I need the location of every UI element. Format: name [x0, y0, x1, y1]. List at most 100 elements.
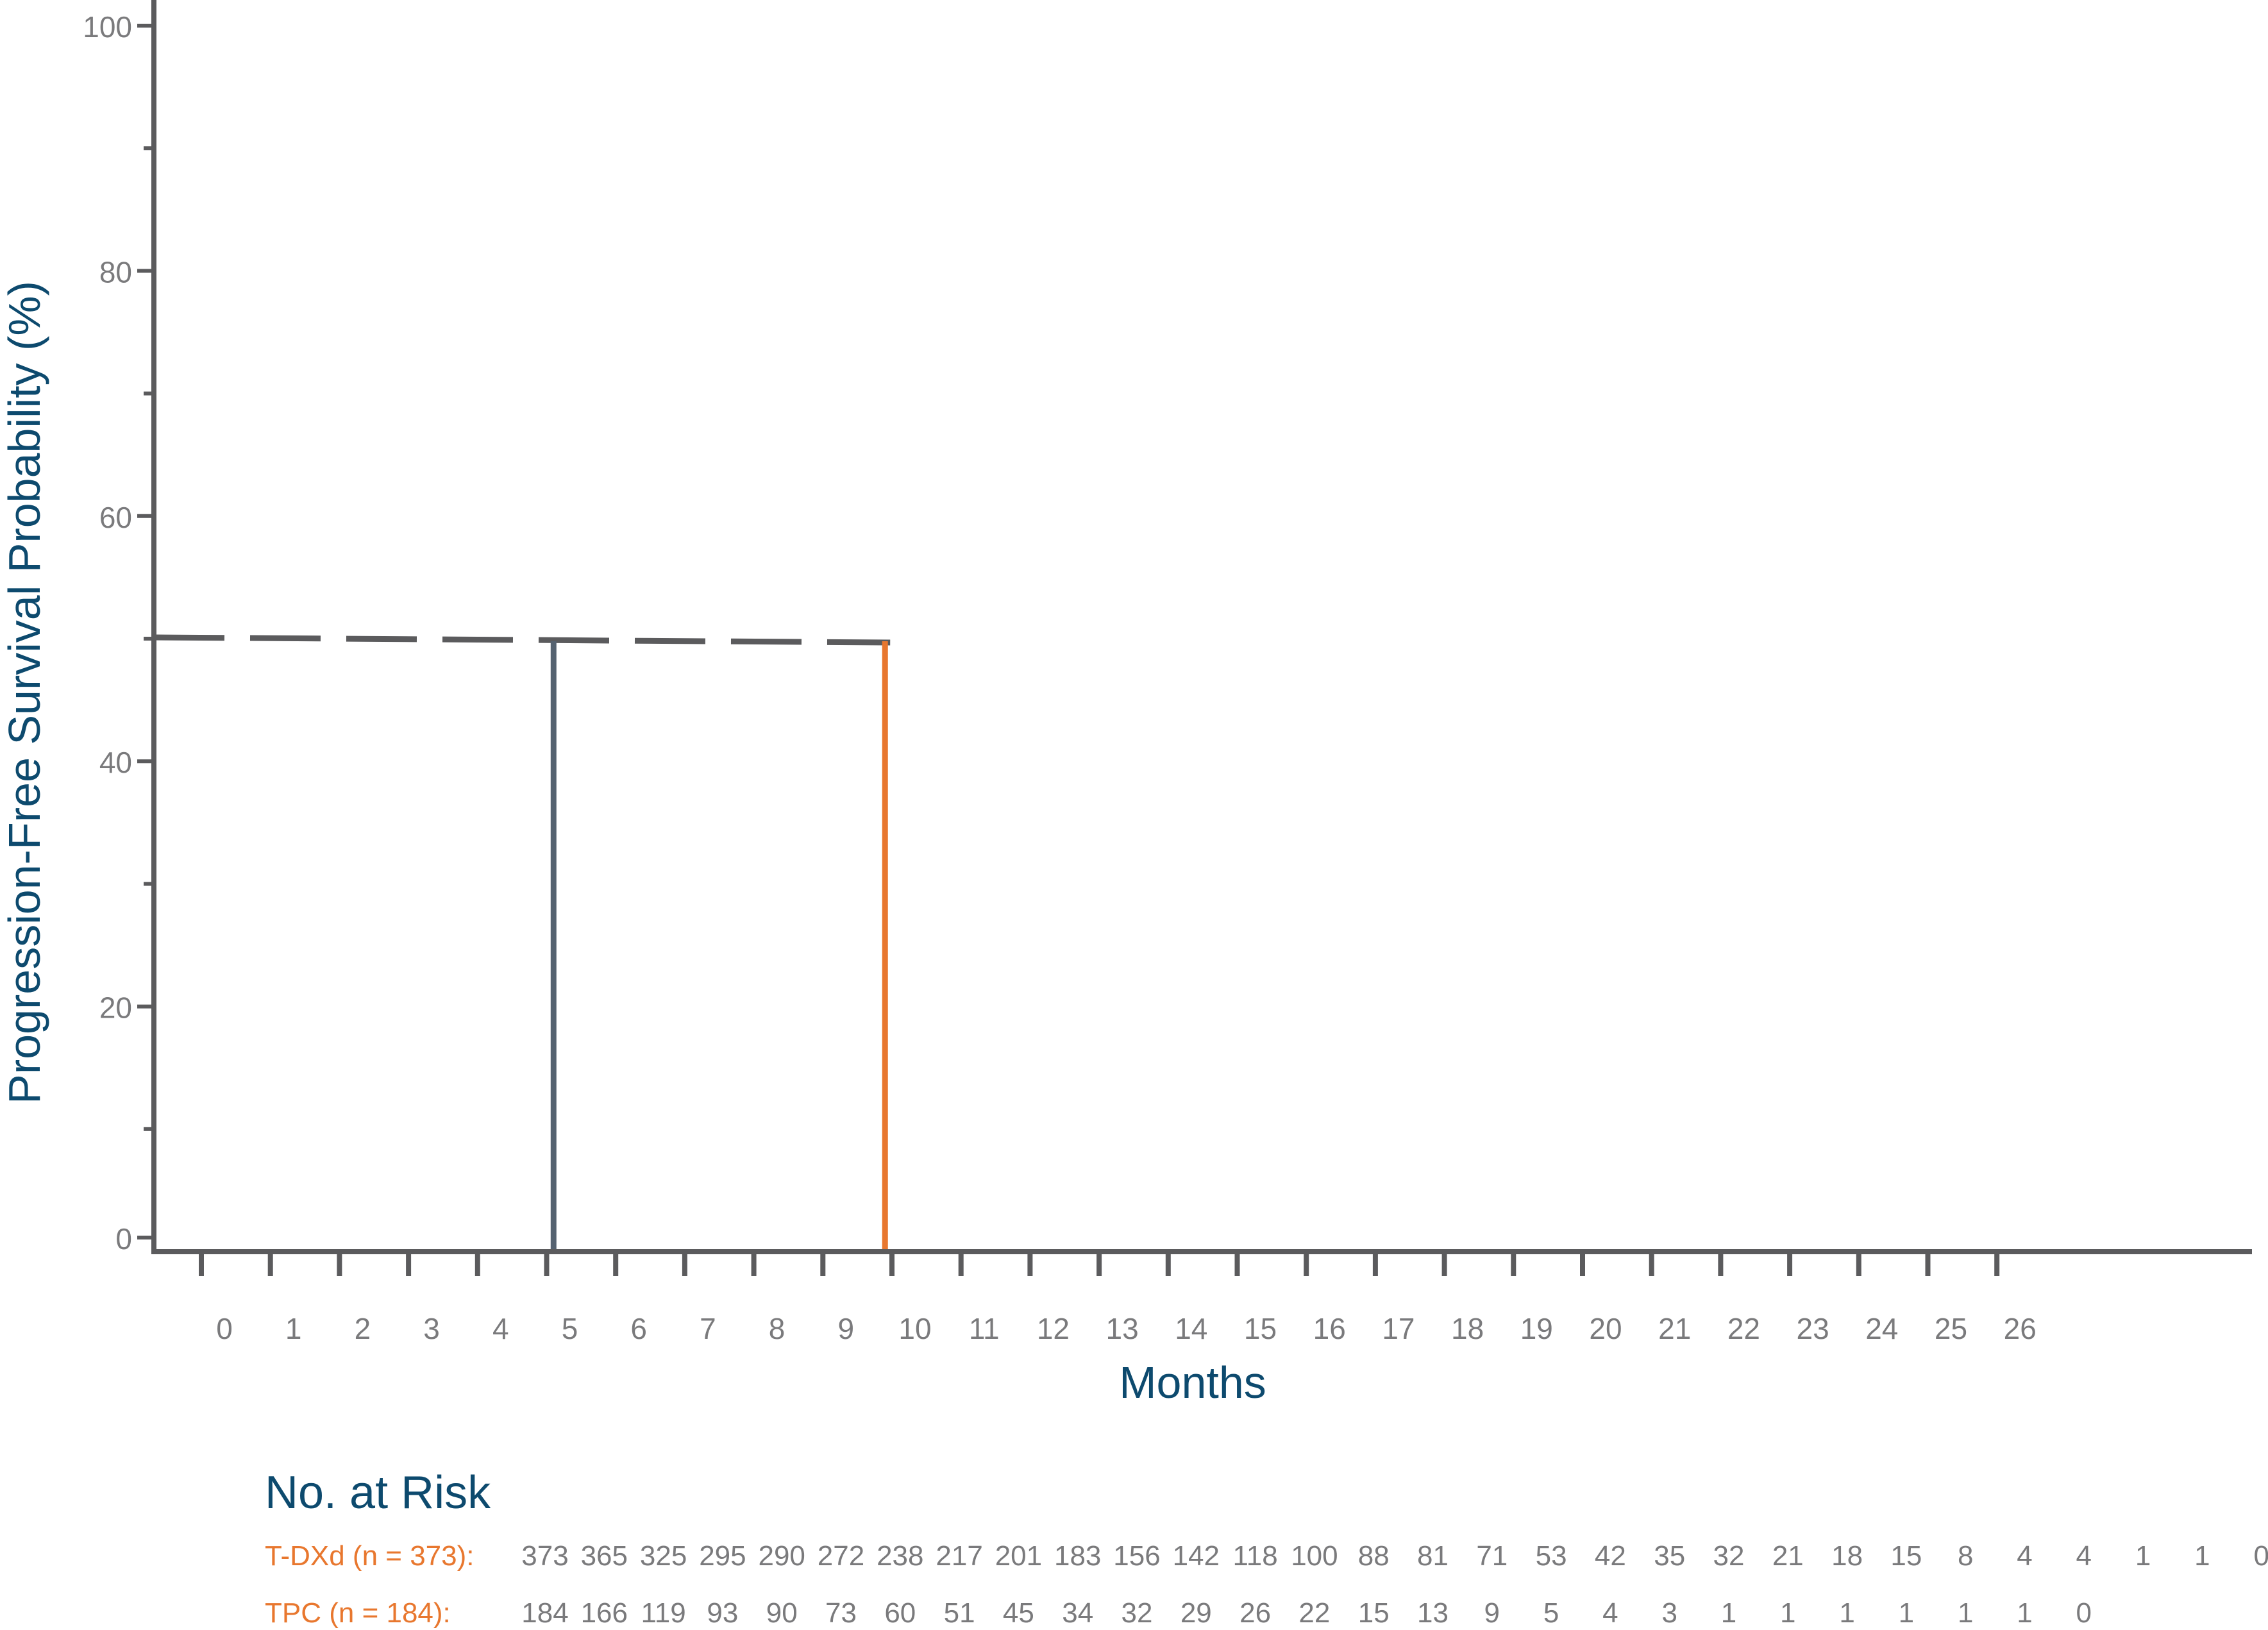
x-tick-label: 26: [2004, 1312, 2037, 1345]
risk-value: 13: [1417, 1597, 1449, 1629]
risk-value: 166: [581, 1597, 628, 1629]
risk-value: 100: [1291, 1540, 1338, 1572]
y-tick-label: 100: [83, 10, 132, 44]
risk-table: No. at Risk T-DXd (n = 373): TPC (n = 18…: [265, 1467, 2268, 1629]
x-tick-label: 3: [423, 1312, 440, 1345]
risk-value: 1: [2017, 1597, 2032, 1629]
risk-value: 73: [825, 1597, 857, 1629]
y-tick-label: 20: [99, 991, 132, 1025]
risk-value: 156: [1113, 1540, 1160, 1572]
x-tick-label: 11: [969, 1312, 1000, 1345]
risk-value: 34: [1062, 1597, 1093, 1629]
risk-value: 183: [1054, 1540, 1101, 1572]
x-tick-label: 7: [700, 1312, 716, 1345]
risk-value: 32: [1713, 1540, 1745, 1572]
x-tick-label: 10: [898, 1312, 931, 1345]
x-tick-label: 15: [1244, 1312, 1277, 1345]
risk-table-title: No. at Risk: [265, 1467, 491, 1518]
x-tick-label: 23: [1797, 1312, 1829, 1345]
x-tick-label: 25: [1935, 1312, 1967, 1345]
risk-value: 88: [1358, 1540, 1390, 1572]
median-reference-lines: [153, 634, 891, 1252]
risk-value: 15: [1358, 1597, 1390, 1629]
x-tick-label: 24: [1865, 1312, 1898, 1345]
risk-value: 238: [877, 1540, 923, 1572]
x-axis-title: Months: [1119, 1357, 1266, 1407]
risk-value: 201: [995, 1540, 1042, 1572]
x-tick-label: 1: [285, 1312, 302, 1345]
risk-value: 1: [1958, 1597, 1973, 1629]
risk-value: 90: [766, 1597, 798, 1629]
risk-value: 0: [2253, 1540, 2268, 1572]
risk-value: 29: [1180, 1597, 1212, 1629]
risk-value: 1: [2194, 1540, 2210, 1572]
risk-value: 365: [581, 1540, 628, 1572]
risk-value: 119: [641, 1597, 686, 1629]
y-tick-label: 0: [115, 1222, 132, 1256]
risk-value: 26: [1239, 1597, 1271, 1629]
x-tick-label: 13: [1106, 1312, 1139, 1345]
risk-value: 8: [1958, 1540, 1973, 1572]
risk-value: 373: [521, 1540, 568, 1572]
risk-value: 9: [1484, 1597, 1500, 1629]
y-tick-label: 60: [99, 501, 132, 534]
risk-value: 4: [2076, 1540, 2092, 1572]
risk-value: 15: [1890, 1540, 1922, 1572]
risk-value: 32: [1121, 1597, 1153, 1629]
risk-value: 51: [944, 1597, 975, 1629]
risk-value: 325: [640, 1540, 687, 1572]
risk-value: 45: [1003, 1597, 1034, 1629]
x-tick-label: 19: [1520, 1312, 1553, 1345]
risk-value: 81: [1417, 1540, 1449, 1572]
risk-value: 22: [1298, 1597, 1330, 1629]
y-tick-label: 80: [99, 255, 132, 289]
risk-value: 1: [1780, 1597, 1795, 1629]
x-tick-label: 22: [1727, 1312, 1760, 1345]
y-axis-title: Progression-Free Survival Probability (%…: [0, 281, 49, 1104]
risk-value: 93: [707, 1597, 738, 1629]
risk-value: 53: [1536, 1540, 1567, 1572]
x-tick-label: 4: [492, 1312, 509, 1345]
risk-value: 1: [1721, 1597, 1736, 1629]
risk-value: 71: [1476, 1540, 1508, 1572]
x-tick-label: 17: [1382, 1312, 1415, 1345]
risk-value: 217: [936, 1540, 982, 1572]
risk-table-values: 373 365 325 295 290 272 238 217 201 183 156 142 118 1…: [521, 1540, 2268, 1629]
x-tick-label: 16: [1313, 1312, 1346, 1345]
risk-value: 60: [884, 1597, 916, 1629]
y-tick-label: 40: [99, 746, 132, 779]
chart-axes: [151, 0, 2252, 1254]
risk-value: 35: [1654, 1540, 1685, 1572]
risk-value: 118: [1233, 1540, 1278, 1572]
x-tick-label: 12: [1037, 1312, 1070, 1345]
x-tick-label: 5: [562, 1312, 578, 1345]
x-tick-label: 8: [769, 1312, 785, 1345]
risk-value: 0: [2076, 1597, 2092, 1629]
risk-value: 4: [1602, 1597, 1618, 1629]
risk-value: 272: [818, 1540, 864, 1572]
x-tick-label: 0: [216, 1312, 233, 1345]
x-axis-ticks: 0 1 2 3 4 5 6 7 8 9 10 11 12 13 14 15 16 17 18 19 20 21 22 23 24…: [199, 1252, 2037, 1345]
risk-value: 290: [758, 1540, 805, 1572]
risk-value: 1: [1839, 1597, 1854, 1629]
x-tick-label: 20: [1589, 1312, 1622, 1345]
risk-value: 18: [1831, 1540, 1863, 1572]
x-tick-label: 2: [355, 1312, 371, 1345]
risk-value: 5: [1543, 1597, 1559, 1629]
risk-value: 42: [1595, 1540, 1626, 1572]
risk-value: 1: [2135, 1540, 2151, 1572]
x-tick-label: 18: [1451, 1312, 1484, 1345]
risk-row-label-tpc: TPC (n = 184):: [265, 1597, 451, 1629]
risk-value: 21: [1772, 1540, 1804, 1572]
x-tick-label: 21: [1658, 1312, 1691, 1345]
risk-value: 3: [1661, 1597, 1677, 1629]
x-tick-label: 6: [630, 1312, 647, 1345]
median-dashed-line: [153, 634, 891, 646]
risk-row-label-t-dxd: T-DXd (n = 373):: [265, 1540, 474, 1572]
x-tick-label: 14: [1175, 1312, 1207, 1345]
risk-value: 295: [699, 1540, 746, 1572]
x-tick-label: 9: [838, 1312, 855, 1345]
y-axis-ticks: 0 20 40 60 80 100: [83, 10, 154, 1256]
risk-value: 142: [1173, 1540, 1220, 1572]
